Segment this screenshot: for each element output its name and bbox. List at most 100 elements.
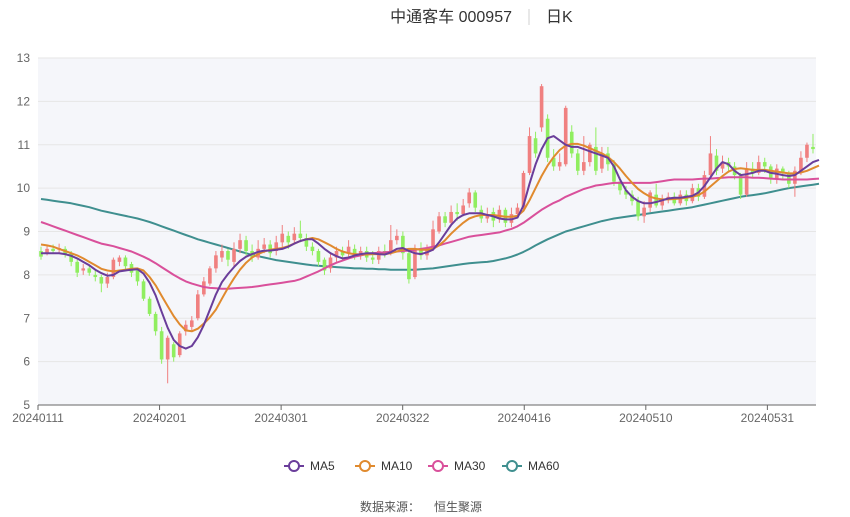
candle-body — [165, 337, 170, 360]
candle-body — [153, 313, 158, 332]
candle-body — [738, 175, 743, 195]
candle-body — [799, 157, 803, 171]
candle-body — [183, 324, 188, 332]
x-tick-label-20240416: 20240416 — [498, 411, 552, 425]
legend-ma5-label: MA5 — [310, 459, 335, 473]
candle-body — [274, 242, 279, 252]
legend-ma60-label: MA60 — [528, 459, 560, 473]
y-axis: 5 6 7 8 9 10 11 12 13 — [17, 51, 31, 412]
candle-body — [376, 251, 381, 260]
candle-body — [147, 298, 152, 314]
legend-item-ma10[interactable]: MA10 — [355, 459, 413, 473]
candle-body — [286, 235, 291, 243]
candle-body — [672, 196, 677, 204]
candle-body — [304, 238, 309, 247]
candle-body — [575, 153, 580, 171]
candle-body — [292, 233, 297, 241]
candle-body — [443, 216, 447, 223]
candle-body — [467, 192, 472, 204]
moving-averages — [40, 135, 820, 350]
candle-body — [69, 253, 73, 262]
candle-body — [720, 162, 725, 169]
candle-body — [455, 211, 459, 215]
y-tick-label-13: 13 — [17, 51, 31, 65]
candle-body — [618, 181, 622, 191]
candle-body — [389, 240, 393, 254]
candle-body — [407, 253, 411, 280]
candle-body — [352, 248, 357, 256]
legend-item-ma5[interactable]: MA5 — [284, 459, 335, 473]
candle-body — [588, 144, 592, 163]
candle-body — [612, 164, 616, 182]
candle-body — [660, 198, 665, 206]
candle-body — [220, 251, 224, 258]
candle-body — [756, 162, 761, 173]
candle-body — [563, 107, 568, 165]
candle-body — [280, 233, 285, 243]
candle-body — [208, 268, 212, 284]
candle-body — [690, 188, 695, 202]
candle-body — [485, 214, 490, 219]
candle-body — [238, 240, 242, 249]
candle-body — [744, 168, 749, 195]
candle-body — [123, 257, 128, 267]
candle-body — [171, 344, 176, 358]
y-tick-label-8: 8 — [23, 268, 30, 282]
candle-body — [232, 248, 236, 262]
x-tick-label-20240322: 20240322 — [376, 411, 430, 425]
candle-body — [521, 172, 526, 208]
candle-body — [762, 162, 767, 167]
candle-body — [189, 320, 194, 327]
y-tick-label-10: 10 — [17, 181, 31, 195]
candle-body — [105, 277, 110, 284]
candle-body — [81, 268, 86, 271]
candle-body — [135, 270, 140, 282]
candle-body — [334, 251, 339, 258]
candle-body — [159, 331, 164, 360]
ma5-line — [41, 135, 820, 350]
candle-body — [370, 257, 375, 260]
candle-body — [551, 157, 556, 167]
legend-ma30-marker — [432, 460, 444, 472]
candle-body — [527, 136, 532, 173]
candle-body — [310, 246, 315, 252]
legend-ma30-label: MA30 — [454, 459, 486, 473]
candle-body — [141, 281, 146, 299]
x-axis: 20240111 20240201 20240301 20240322 20240416… — [12, 404, 816, 425]
candle-body — [569, 131, 574, 154]
candle-body — [473, 192, 478, 208]
legend-item-ma60[interactable]: MA60 — [502, 459, 560, 473]
candle-body — [340, 251, 345, 256]
legend-item-ma30[interactable]: MA30 — [428, 459, 486, 473]
candle-body — [419, 248, 423, 256]
candle-body — [636, 201, 640, 217]
candle-body — [413, 248, 417, 278]
candle-body — [45, 248, 49, 254]
ma60-layer — [40, 182, 820, 271]
candle-body — [624, 190, 628, 195]
candle-body — [708, 153, 713, 176]
chart-title-period: 日K — [546, 9, 573, 26]
legend-ma60-marker — [506, 460, 518, 472]
legend-ma5-marker — [288, 460, 300, 472]
candle-body — [298, 233, 303, 239]
candle-body — [533, 138, 538, 154]
ma30-line — [40, 176, 820, 290]
candle-body — [244, 240, 248, 252]
x-tick-label-20240111: 20240111 — [12, 411, 64, 425]
candle-body — [557, 162, 562, 167]
source-name: 恒生聚源 — [434, 500, 482, 514]
x-tick-label-20240301: 20240301 — [254, 411, 308, 425]
candle-body — [497, 209, 502, 219]
y-tick-label-9: 9 — [23, 225, 30, 239]
x-tick-label-20240531: 20240531 — [741, 411, 795, 425]
ma60-line — [40, 182, 820, 271]
candle-body — [437, 216, 441, 232]
y-tick-label-6: 6 — [23, 355, 30, 369]
y-tick-label-7: 7 — [23, 311, 30, 325]
candle-body — [346, 246, 351, 254]
y-tick-label-11: 11 — [18, 138, 31, 152]
candle-body — [99, 277, 104, 284]
candle-body — [196, 294, 200, 319]
